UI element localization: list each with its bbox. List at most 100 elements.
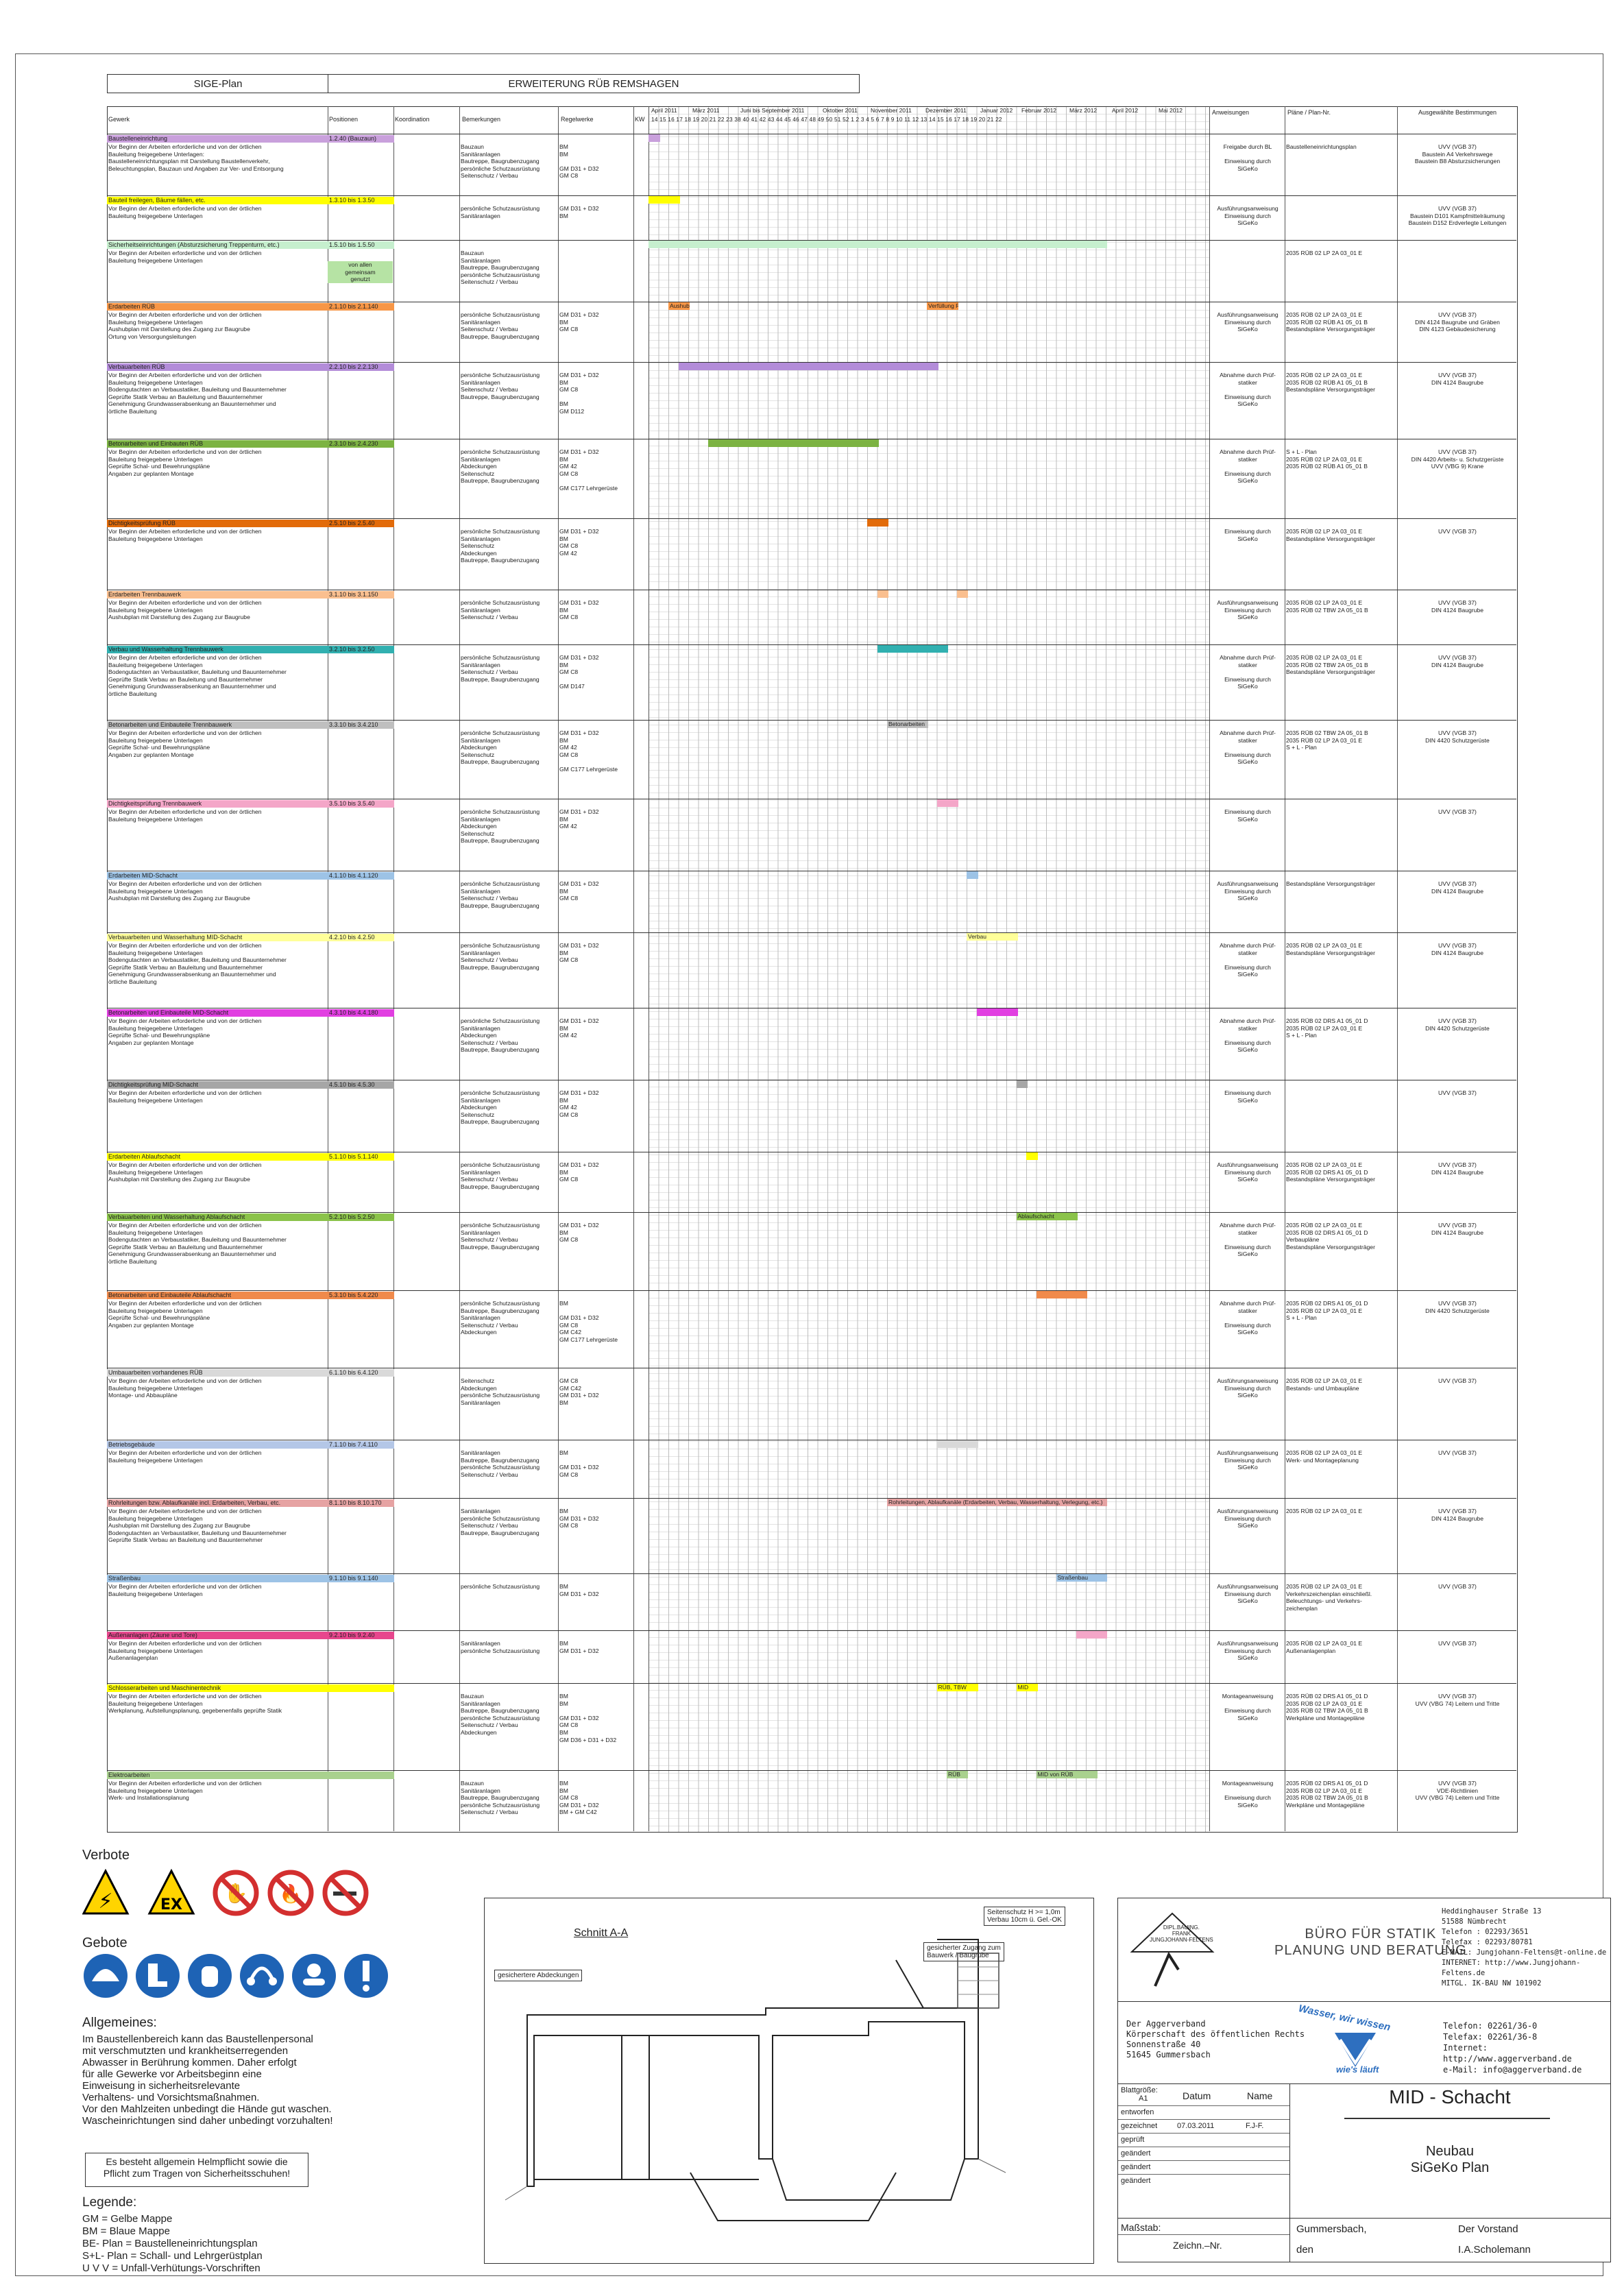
section-regelwerke: BM BM GM D31 + D32 GM C8 BM GM D36 + D31… <box>559 1693 617 1743</box>
section-positions: 1.5.10 bis 1.5.50 <box>328 241 394 249</box>
office-address: Heddinghauser Straße 13 51588 Nümbrecht … <box>1442 1907 1607 1987</box>
section-positions: 3.5.10 bis 3.5.40 <box>328 800 394 808</box>
month-label: März 2011 <box>692 107 720 114</box>
project-heading: MID - Schacht <box>1389 2086 1511 2107</box>
verbote-icons: ⚡ EX ✋ 🔥 <box>82 1868 377 1918</box>
section-bemerkungen: persönliche Schutzausrüstung Sanitäranla… <box>461 880 540 909</box>
section-bestimmungen: UVV (VGB 37) DIN 4420 Schutzgerüste <box>1425 1300 1490 1314</box>
section-plaene: 2035 RÜB 02 DRS A1 05_01 D 2035 RÜB 02 L… <box>1286 1300 1368 1322</box>
section-requirements: Vor Beginn der Arbeiten erforderliche un… <box>108 599 262 621</box>
section-bestimmungen: UVV (VGB 37) Baustein D101 Kampfmittelrä… <box>1408 205 1507 227</box>
schedule-section: Dichtigkeitsprüfung RÜB 2.5.10 bis 2.5.40… <box>107 518 1516 564</box>
section-bestimmungen: UVV (VGB 37) VDE-Richtlinien UVV (VBG 74… <box>1415 1780 1500 1802</box>
section-positions: 3.2.10 bis 3.2.50 <box>328 646 394 653</box>
schedule-section: Verbauarbeiten und Wasserhaltung MID-Sch… <box>107 932 1516 985</box>
revision-label: geändert <box>1121 2163 1151 2171</box>
section-positions: 2.2.10 bis 2.2.130 <box>328 363 394 371</box>
section-plaene: Bestandspläne Versorgungsträger <box>1286 880 1375 887</box>
section-regelwerke: BM GM D31 + D32 <box>559 1640 599 1654</box>
schedule-section: Sicherheitseinrichtungen (Absturzsicheru… <box>107 240 1516 285</box>
schedule-bar <box>877 645 948 653</box>
project-sub1: Neubau <box>1425 2144 1475 2159</box>
section-anweisungen: Ausführungsanweisung Einweisung durch Si… <box>1217 1508 1278 1530</box>
section-requirements: Vor Beginn der Arbeiten erforderliche un… <box>108 942 287 985</box>
schedule-bar: Straßenbau <box>1056 1574 1107 1582</box>
section-title: Umbauarbeiten vorhandenes RÜB <box>107 1369 328 1377</box>
section-title: Dichtigkeitsprüfung Trennbauwerk <box>107 800 328 808</box>
gloves-icon <box>188 1954 232 1998</box>
section-bemerkungen: Sanitäranlagen persönliche Schutzausrüst… <box>461 1508 540 1536</box>
signer: I.A.Scholemann <box>1458 2244 1531 2256</box>
schedule-bar: MID von RÜB <box>1036 1771 1098 1778</box>
warning-icon: ⚡ <box>82 1868 130 1915</box>
section-title: Dichtigkeitsprüfung MID-Schacht <box>107 1081 328 1089</box>
no-touch-icon: ✋ <box>213 1870 259 1916</box>
place: Gummersbach, <box>1296 2223 1367 2235</box>
section-positions: 2.3.10 bis 2.4.230 <box>328 440 394 448</box>
schedule-bar: Ablaufschacht <box>1016 1213 1078 1220</box>
vorstand: Der Vorstand <box>1458 2223 1518 2235</box>
section-bemerkungen: persönliche Schutzausrüstung Sanitäranla… <box>461 311 540 340</box>
section-title: Erdarbeiten RÜB <box>107 303 328 311</box>
info-icon <box>344 1954 388 1998</box>
project-sub2: SiGeKo Plan <box>1410 2160 1490 2175</box>
section-bemerkungen: Bauzaun Sanitäranlagen Bautreppe, Baugru… <box>461 250 540 286</box>
section-bemerkungen: persönliche Schutzausrüstung Sanitäranla… <box>461 448 540 485</box>
office-logo-icon <box>1130 1912 1215 1987</box>
section-bestimmungen: UVV (VGB 37) <box>1438 1449 1477 1456</box>
section-bestimmungen: UVV (VGB 37) <box>1438 1640 1477 1647</box>
section-regelwerke: GM D31 + D32 BM GM C8 GM 42 <box>559 528 599 557</box>
title-block: DIPL.BAUING. FRANK JUNGJOHANN-FELTENS BÜ… <box>1117 1898 1611 2262</box>
section-title: Verbauarbeiten RÜB <box>107 363 328 371</box>
section-regelwerke: GM D31 + D32 BM GM C8 GM D147 <box>559 654 599 690</box>
col-regelwerke: Regelwerke <box>561 116 594 123</box>
section-requirements: Vor Beginn der Arbeiten erforderliche un… <box>108 1693 282 1715</box>
section-title: Betriebsgebäude <box>107 1441 328 1449</box>
section-anweisungen: Freigabe durch BL Einweisung durch SiGeK… <box>1223 143 1272 172</box>
section-bemerkungen: persönliche Schutzausrüstung Sanitäranla… <box>461 599 540 621</box>
section-anweisungen: Ausführungsanweisung Einweisung durch Si… <box>1217 1377 1278 1399</box>
section-regelwerke: BM BM GM C8 GM D31 + D32 BM + GM C42 <box>559 1780 599 1816</box>
section-positions: 6.1.10 bis 6.4.120 <box>328 1369 394 1377</box>
section-anweisungen: Abnahme durch Prüf- statiker Einweisung … <box>1220 654 1276 690</box>
schedule-bar <box>1076 1631 1107 1639</box>
section-regelwerke: BM BM GM D31 + D32 GM C8 <box>559 143 599 180</box>
section-regelwerke: GM D31 + D32 BM GM C8 <box>559 311 599 333</box>
section-title: Erdarbeiten Trennbauwerk <box>107 591 328 599</box>
section-bemerkungen: persönliche Schutzausrüstung <box>461 1583 540 1590</box>
section-anweisungen: Einweisung durch SiGeKo <box>1224 1089 1271 1104</box>
slogan-bottom: wie's läuft <box>1336 2064 1379 2075</box>
section-positions: 3.1.10 bis 3.1.150 <box>328 591 394 599</box>
col-plaene: Pläne / Plan-Nr. <box>1287 109 1331 116</box>
section-anweisungen: Montageanweisung Einweisung durch SiGeKo <box>1222 1780 1274 1809</box>
month-label: Mai 2012 <box>1159 107 1183 114</box>
month-label: November 2011 <box>871 107 912 114</box>
col-koordination: Koordination <box>395 116 430 123</box>
section-anweisungen: Abnahme durch Prüf- statiker Einweisung … <box>1220 942 1276 978</box>
schedule-bar: RÜB, TBW <box>936 1684 978 1691</box>
section-bestimmungen: UVV (VGB 37) <box>1438 1583 1477 1590</box>
allgemeines-text: Im Baustellenbereich kann das Baustellen… <box>82 2033 333 2127</box>
client-panel: Der Aggerverband Körperschaft des öffent… <box>1118 2001 1610 2084</box>
schedule-section: Verbauarbeiten RÜB 2.2.10 bis 2.2.130 Vor … <box>107 362 1516 415</box>
schedule-section: Betonarbeiten und Einbauteile Ablaufscha… <box>107 1290 1516 1343</box>
section-plaene: 2035 RÜB 02 LP 2A 03_01 E 2035 RÜB 02 RÜ… <box>1286 372 1375 394</box>
sige-plan-title: SIGE-Plan <box>107 74 329 93</box>
section-bemerkungen: Sanitäranlagen Bautreppe, Baugrubenzugan… <box>461 1449 540 1478</box>
section-requirements: Vor Beginn der Arbeiten erforderliche un… <box>108 1508 287 1544</box>
section-anweisungen: Ausführungsanweisung Einweisung durch Si… <box>1217 311 1278 333</box>
section-regelwerke: GM D31 + D32 BM GM 42 GM C8 GM C177 Lehr… <box>559 448 618 492</box>
schedule-section: Schlosserarbeiten und Maschinentechnik Vo… <box>107 1683 1516 1743</box>
section-title: Verbauarbeiten und Wasserhaltung MID-Sch… <box>107 934 328 941</box>
section-bemerkungen: persönliche Schutzausrüstung Sanitäranla… <box>461 808 540 845</box>
schedule-bar <box>649 241 1107 248</box>
month-header: April 2011 März 2011 Juni bis September 20… <box>651 107 1212 115</box>
section-title: Erdarbeiten Ablaufschacht <box>107 1153 328 1161</box>
section-bemerkungen: persönliche Schutzausrüstung Sanitäranla… <box>461 942 540 971</box>
schnitt-drawing: Schnitt A-A gesichertere Abdeckungen ges… <box>484 1898 1094 2264</box>
schedule-bar <box>936 799 958 807</box>
section-requirements: Vor Beginn der Arbeiten erforderliche un… <box>108 654 287 697</box>
legend-item: S+L- Plan = Schall- und Lehrgerüstplan <box>82 2250 263 2262</box>
section-title: Rohrleitungen bzw. Ablaufkanäle incl. Er… <box>107 1499 328 1507</box>
revision-name: F.J-F. <box>1246 2122 1264 2130</box>
